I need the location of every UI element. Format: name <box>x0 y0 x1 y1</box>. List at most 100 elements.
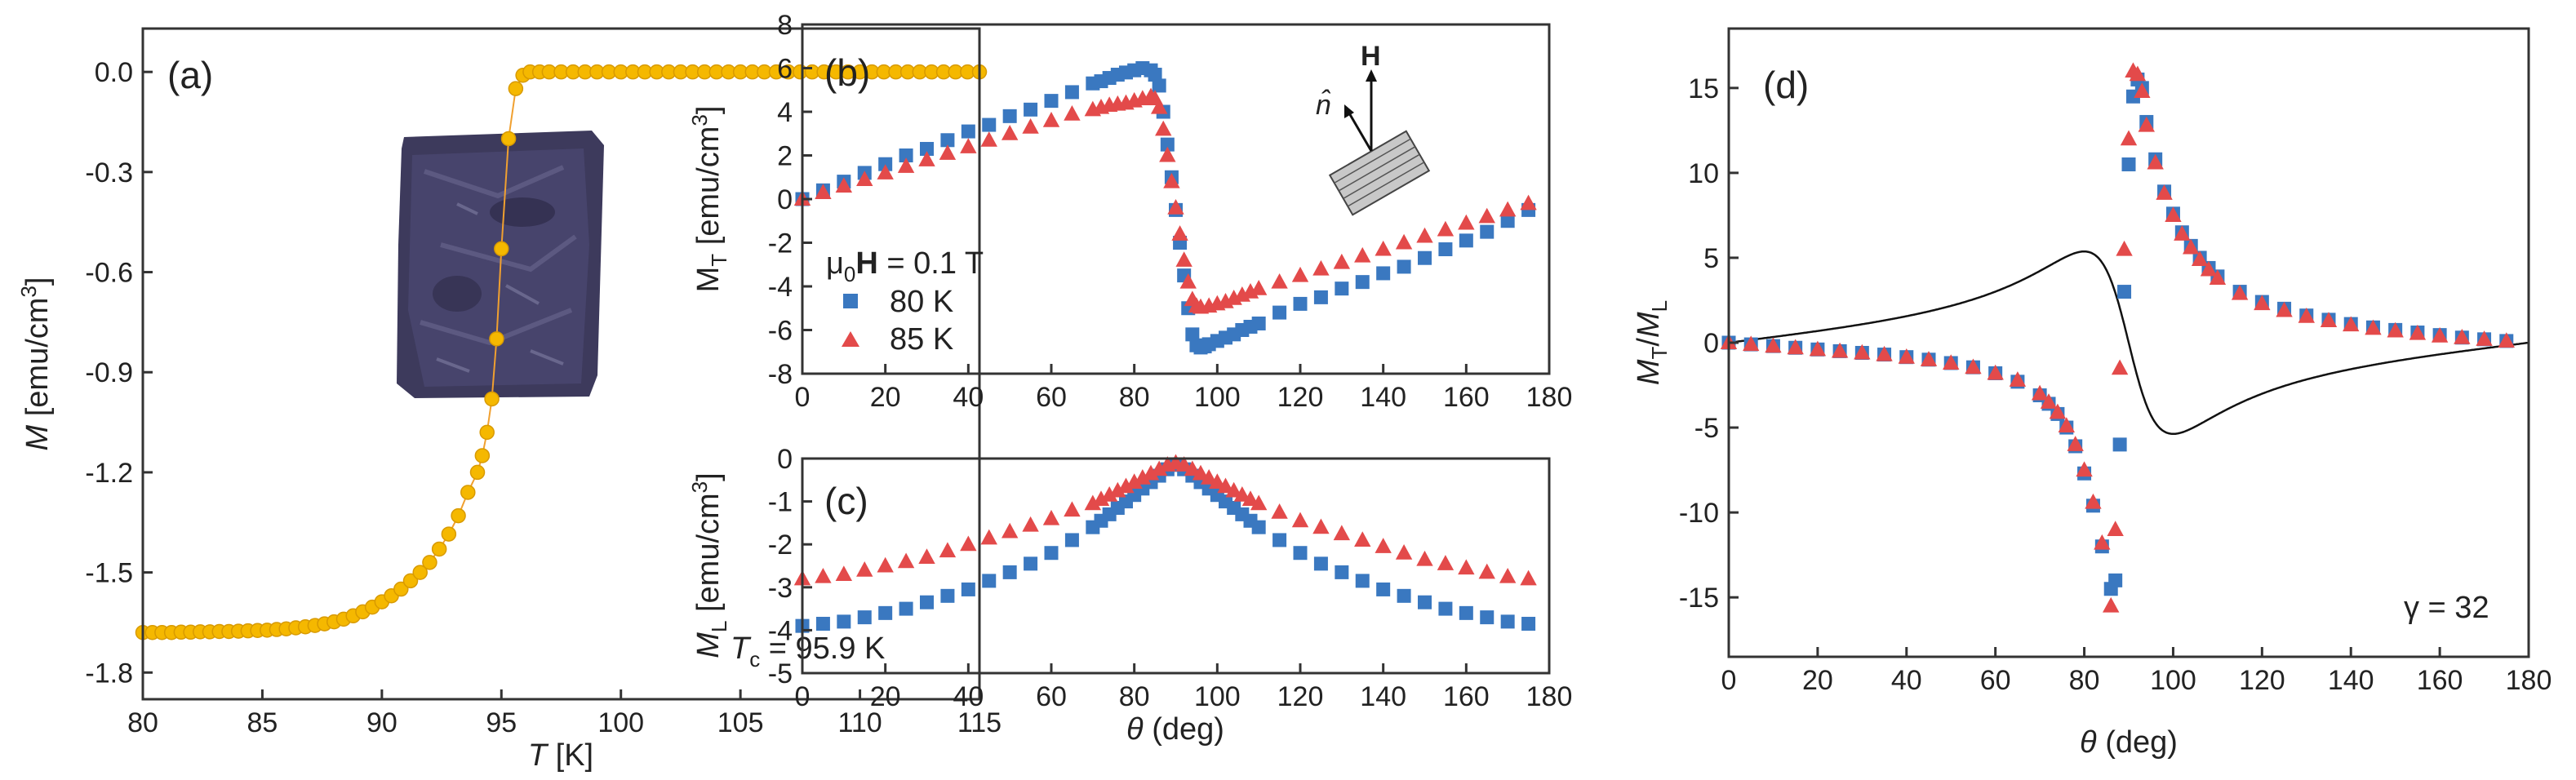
legend-label-80k: 80 K <box>890 285 953 319</box>
data-point <box>878 605 893 620</box>
data-point <box>1042 509 1060 525</box>
x-tick-label: 115 <box>957 707 1002 738</box>
y-tick-label: -4 <box>768 615 793 646</box>
data-point <box>1142 464 1160 481</box>
x-tick-label: 160 <box>1443 382 1490 413</box>
data-point <box>1271 273 1288 289</box>
data-point <box>1024 556 1038 571</box>
data-point <box>1920 351 1938 366</box>
data-point <box>1001 125 1019 140</box>
data-point <box>2120 130 2138 146</box>
x-tick-label: 120 <box>1277 382 1324 413</box>
data-point <box>1898 348 1915 364</box>
data-point <box>815 617 830 632</box>
data-point <box>1271 503 1288 519</box>
x-tick-label: 60 <box>1036 681 1067 712</box>
x-tick-label: 180 <box>2506 665 2552 696</box>
data-point <box>1458 559 1475 575</box>
x-tick-label: 90 <box>366 707 398 738</box>
data-point <box>1209 473 1226 489</box>
data-point <box>1185 327 1200 342</box>
data-point <box>1225 481 1242 498</box>
data-point <box>2147 153 2164 170</box>
data-point <box>1044 546 1059 561</box>
legend-label-85k: 85 K <box>890 322 953 357</box>
data-point <box>1148 68 1162 82</box>
data-point <box>1150 98 1168 114</box>
data-point <box>2031 384 2049 401</box>
data-point <box>1241 490 1259 507</box>
x-axis-ticks: 0 20 40 60 80 100 120 140 160 180 <box>1721 647 2552 696</box>
x-tick-label: 20 <box>1802 665 1833 696</box>
x-axis-ticks: 80 85 90 95 100 105 110 115 <box>127 689 1002 738</box>
y-tick-label: -0.6 <box>85 258 133 289</box>
data-point <box>1064 533 1079 547</box>
panel-label: (b) <box>824 51 870 94</box>
data-point <box>1354 246 1371 263</box>
series-group <box>793 61 1537 355</box>
gamma-annotation: γ = 32 <box>2404 591 2489 625</box>
data-point <box>2129 65 2147 82</box>
x-tick-label: 80 <box>1119 382 1150 413</box>
x-tick-label: 100 <box>1194 382 1241 413</box>
panel-d: 0 20 40 60 80 100 120 140 160 180 151050-5-10-15 … <box>1632 27 2552 760</box>
data-point <box>1987 364 2004 380</box>
data-point <box>939 542 957 558</box>
legend-marker-80k <box>843 294 858 308</box>
data-point <box>960 535 977 552</box>
data-point <box>960 138 977 153</box>
data-point <box>2498 332 2515 348</box>
data-point <box>1375 538 1392 553</box>
data-point <box>835 565 853 582</box>
data-point <box>1200 468 1218 485</box>
data-point <box>815 567 832 583</box>
x-tick-label: 40 <box>953 382 984 413</box>
data-point <box>2174 225 2191 241</box>
data-point <box>508 81 524 96</box>
data-point <box>484 391 500 407</box>
y-axis-ticks: 0.0 -0.3 -0.6 -0.9 -1.2 -1.5 -1.8 <box>85 57 153 689</box>
x-tick-label: 95 <box>486 707 517 738</box>
data-point <box>1397 588 1411 603</box>
y-tick-label: -2 <box>768 530 793 561</box>
data-point <box>1416 550 1433 566</box>
data-point <box>1437 555 1455 570</box>
data-point <box>1397 259 1411 274</box>
data-point <box>835 177 853 193</box>
x-tick-label: 100 <box>2150 665 2196 696</box>
x-tick-label: 20 <box>870 681 901 712</box>
x-tick-label: 100 <box>597 707 644 738</box>
data-point <box>940 588 955 603</box>
data-point <box>1167 198 1184 215</box>
data-point <box>1355 574 1370 588</box>
data-point <box>441 526 457 542</box>
data-point <box>1155 120 1172 136</box>
data-point <box>1831 342 1849 358</box>
y-tick-label: -1.8 <box>85 658 133 689</box>
data-point <box>2094 534 2111 550</box>
data-point <box>2454 329 2471 344</box>
data-point <box>899 601 913 616</box>
x-tick-label: 0 <box>795 382 811 413</box>
x-tick-label: 180 <box>1526 681 1573 712</box>
data-point <box>1251 316 1266 330</box>
data-point <box>2111 359 2129 375</box>
data-point <box>1520 194 1537 211</box>
data-point <box>1354 531 1371 547</box>
data-point <box>899 148 913 162</box>
data-point <box>1765 337 1782 353</box>
y-tick-label: -3 <box>768 573 793 604</box>
data-point <box>2343 316 2360 332</box>
x-tick-label: 140 <box>1360 681 1406 712</box>
data-point <box>2134 82 2151 99</box>
normal-arrow-head <box>1344 104 1354 118</box>
data-point <box>1192 464 1210 481</box>
y-tick-label: -8 <box>768 359 793 390</box>
x-tick-label: 80 <box>1119 681 1150 712</box>
panel-label: (a) <box>167 54 213 96</box>
data-point <box>877 164 894 179</box>
x-tick-label: 180 <box>1526 382 1573 413</box>
data-point <box>1787 339 1804 355</box>
data-point <box>2409 324 2427 340</box>
